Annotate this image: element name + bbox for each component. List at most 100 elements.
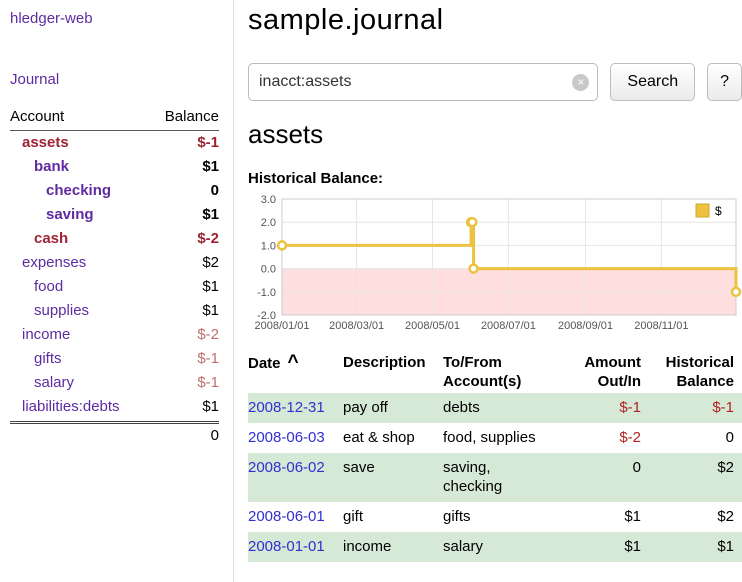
column-header-accounts: To/From Account(s) [443,351,561,393]
account-row: checking 0 [10,179,219,203]
transaction-running-balance: 0 [725,429,734,446]
column-header-text: Out/In [597,373,641,390]
clear-search-icon[interactable]: × [572,74,590,91]
account-link[interactable]: gifts [34,350,62,367]
account-balance: $1 [202,398,219,415]
search-input[interactable] [259,73,568,91]
account-link[interactable]: income [22,326,71,343]
transaction-running-balance: $2 [717,508,734,525]
transaction-date-cell: 2008-01-01 [248,532,343,562]
transaction-running-balance: $-1 [712,399,734,416]
register-row: 2008-06-03 eat & shop food, supplies $-2 0 [248,423,742,453]
transaction-date-cell: 2008-06-03 [248,423,343,453]
x-tick-label: 2008/07/01 [481,320,536,332]
transaction-amount: 0 [632,459,641,476]
y-tick-label: 2.0 [261,217,276,229]
account-link[interactable]: bank [34,158,70,175]
account-tree-header: Account Balance [10,108,219,131]
account-link[interactable]: expenses [22,254,87,271]
transaction-running-balance: $2 [717,459,734,476]
transaction-amount: $-2 [619,429,641,446]
balance-column-label: Balance [164,108,219,125]
column-header-text: Account(s) [443,373,522,390]
transaction-amount: $-1 [619,399,641,416]
search-button[interactable]: Search [610,63,696,101]
account-link[interactable]: liabilities:debts [22,398,120,415]
column-header-date[interactable]: Date ^ [248,351,343,393]
register-row: 2008-06-01 gift gifts $1 $2 [248,502,742,532]
search-bar: × Search ? [248,63,742,101]
transaction-description: gift [343,508,364,525]
transaction-date-link[interactable]: 2008-06-03 [248,429,325,446]
transaction-date-link[interactable]: 2008-12-31 [248,399,325,416]
account-link[interactable]: cash [34,230,69,247]
account-balance: $1 [202,278,219,295]
transaction-date-cell: 2008-06-02 [248,453,343,502]
account-balance: $1 [202,158,219,175]
account-row: food $1 [10,275,219,299]
transaction-description: pay off [343,399,388,416]
account-link[interactable]: assets [22,134,69,151]
account-link[interactable]: food [34,278,64,295]
register-row: 2008-12-31 pay off debts $-1 $-1 [248,393,742,423]
account-row: bank $1 [10,155,219,179]
account-heading: assets [248,119,324,149]
account-balance: $2 [202,254,219,271]
transaction-amount: $1 [624,538,641,555]
data-point-marker [276,240,288,251]
sidebar: hledger-web Journal Account Balance asse… [0,0,234,582]
transaction-date-cell: 2008-12-31 [248,393,343,423]
transaction-accounts: debts [443,399,480,416]
x-tick-label: 2008/11/01 [634,320,688,332]
register-table: Date ^ Description To/From Account(s) Amount O… [248,351,742,562]
legend-swatch [695,203,710,218]
account-balance: $-1 [197,374,219,391]
transaction-date-link[interactable]: 2008-06-02 [248,459,325,476]
transaction-accounts: food, supplies [443,429,536,446]
account-link[interactable]: supplies [34,302,90,319]
account-tree-body: assets $-1 bank $1 checking 0 saving $1 cash $-2 e… [10,131,219,419]
sort-ascending-icon: ^ [287,352,299,373]
transaction-running-balance: $1 [717,538,734,555]
transaction-description: save [343,459,375,476]
data-point-marker [730,286,742,298]
account-link[interactable]: saving [46,206,94,223]
chart-label: Historical Balance: [248,170,384,187]
account-column-label: Account [10,108,65,125]
help-button[interactable]: ? [707,63,742,101]
column-header-text: Amount [584,354,641,371]
app-title-link[interactable]: hledger-web [10,10,93,27]
transaction-date-link[interactable]: 2008-06-01 [248,508,325,525]
column-header-text: Date ^ [248,352,299,373]
column-header-balance: Historical Balance [641,351,742,393]
account-link[interactable]: checking [46,182,112,199]
transaction-date-cell: 2008-06-01 [248,502,343,532]
data-point-marker [468,263,479,274]
x-tick-label: 2008/03/01 [329,320,384,332]
search-box: × [248,63,599,101]
column-header-description: Description [343,351,443,393]
account-balance: 0 [210,182,219,199]
account-row: assets $-1 [10,131,219,155]
transaction-accounts: saving, checking [443,459,503,495]
y-tick-label: 1.0 [261,240,276,252]
account-balance: $1 [202,302,219,319]
register-row: 2008-01-01 income salary $1 $1 [248,532,742,562]
main-content: sample.journal × Search ? assets Histori… [248,0,742,562]
register-body: 2008-12-31 pay off debts $-1 $-1 2008-06-03 ea… [248,393,742,562]
y-tick-label: 3.0 [261,195,276,206]
x-tick-label: 2008/01/01 [254,320,309,332]
account-balance: $-2 [197,230,219,247]
y-tick-label: -2.0 [257,310,276,322]
y-tick-label: 0.0 [261,264,276,276]
x-tick-label: 2008/05/01 [405,320,460,332]
transaction-description: income [343,538,392,555]
account-row: saving $1 [10,203,219,227]
account-row: supplies $1 [10,299,219,323]
transaction-description: eat & shop [343,429,415,446]
column-header-text: Historical [665,354,734,371]
transaction-date-link[interactable]: 2008-01-01 [248,538,325,555]
sidebar-item-journal[interactable]: Journal [10,71,60,88]
account-link[interactable]: salary [34,374,75,391]
